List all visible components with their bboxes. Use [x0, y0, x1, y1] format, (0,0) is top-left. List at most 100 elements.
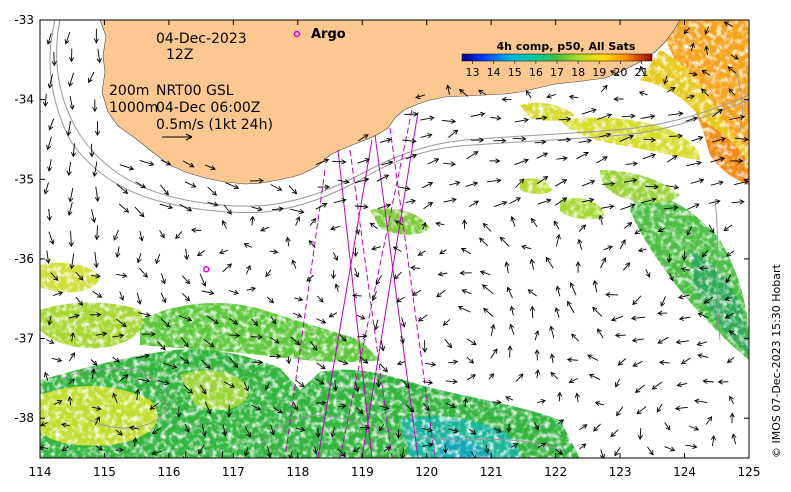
- current-arrow: [448, 129, 458, 138]
- current-arrow: [160, 184, 169, 196]
- current-arrow: [200, 359, 211, 369]
- current-arrow: [652, 381, 663, 390]
- current-arrow: [578, 139, 592, 143]
- current-arrow-head: [155, 258, 160, 265]
- current-arrow-head: [549, 325, 555, 331]
- current-arrow: [666, 155, 678, 163]
- current-arrow: [180, 336, 189, 348]
- current-arrow: [397, 361, 406, 365]
- current-arrow-head: [165, 160, 172, 166]
- current-arrow: [69, 352, 75, 362]
- current-arrow: [260, 226, 270, 232]
- current-arrow-head: [233, 289, 239, 295]
- current-arrow-head: [243, 243, 249, 248]
- current-arrow-head: [400, 322, 406, 328]
- current-arrow-head: [599, 454, 605, 458]
- current-arrow: [690, 43, 694, 52]
- current-arrow-head: [201, 431, 207, 438]
- current-arrow: [531, 306, 534, 319]
- current-arrow: [207, 186, 217, 196]
- current-arrow: [508, 423, 510, 433]
- current-arrow-head: [47, 166, 53, 172]
- current-arrow: [701, 70, 711, 76]
- current-arrow-head: [330, 274, 337, 280]
- current-arrow: [546, 257, 554, 269]
- current-arrow-head: [429, 115, 435, 121]
- current-arrow-head: [555, 285, 561, 291]
- current-arrow: [505, 396, 514, 401]
- current-arrow: [555, 234, 560, 247]
- current-arrow: [159, 229, 165, 238]
- current-arrow: [567, 301, 575, 314]
- current-arrow-head: [554, 307, 560, 313]
- current-arrow: [315, 203, 327, 210]
- current-arrow: [372, 291, 377, 301]
- current-arrow-head: [364, 157, 371, 163]
- current-arrow-head: [183, 254, 190, 261]
- current-arrow: [61, 423, 70, 427]
- current-arrow: [358, 134, 369, 142]
- current-arrow: [622, 262, 630, 271]
- current-arrow: [95, 445, 103, 451]
- current-arrow-head: [189, 162, 195, 168]
- current-arrow-head: [496, 399, 502, 405]
- current-arrow-head: [701, 88, 707, 94]
- current-arrow-head: [666, 257, 672, 264]
- current-arrow: [579, 424, 588, 430]
- current-arrow: [270, 184, 282, 191]
- current-arrow-head: [686, 230, 692, 236]
- current-arrow-head: [150, 331, 156, 337]
- current-arrow: [291, 260, 297, 269]
- current-arrow: [515, 373, 524, 382]
- current-arrow: [376, 174, 389, 182]
- current-arrow-head: [674, 405, 681, 411]
- current-arrow: [597, 328, 604, 339]
- current-arrow: [493, 427, 502, 433]
- current-arrow-head: [413, 111, 419, 117]
- current-arrow: [410, 267, 421, 269]
- current-arrow: [333, 199, 346, 204]
- current-arrow-head: [651, 197, 657, 203]
- current-arrow: [731, 201, 744, 204]
- current-arrow: [681, 268, 690, 271]
- current-arrow-head: [164, 380, 170, 386]
- current-arrow: [531, 218, 538, 228]
- current-arrow-head: [490, 323, 496, 330]
- current-arrow: [394, 271, 402, 280]
- current-arrow: [182, 160, 194, 168]
- current-arrow: [600, 85, 608, 93]
- current-arrow: [357, 314, 366, 320]
- current-arrow: [92, 290, 102, 298]
- current-arrow: [332, 160, 346, 163]
- current-arrow: [91, 143, 93, 157]
- current-arrow: [656, 403, 663, 413]
- current-arrow: [112, 393, 118, 404]
- current-arrow-head: [689, 94, 696, 100]
- hour-label: 12Z: [166, 47, 193, 63]
- current-arrow-head: [328, 312, 334, 318]
- current-arrow: [443, 162, 456, 165]
- current-arrow-head: [719, 156, 726, 162]
- current-arrow-head: [387, 160, 394, 166]
- current-arrow: [579, 443, 586, 450]
- current-arrow: [135, 181, 146, 188]
- current-arrow: [314, 378, 325, 385]
- current-arrow: [48, 231, 54, 245]
- current-arrow-head: [704, 45, 710, 51]
- current-arrow-head: [634, 229, 640, 235]
- current-arrow: [288, 185, 297, 195]
- current-arrow-head: [45, 258, 51, 264]
- colorbar-tick-label: 16: [529, 66, 543, 79]
- current-arrow: [68, 161, 72, 176]
- current-arrow: [68, 202, 73, 216]
- current-arrow-head: [257, 206, 263, 212]
- current-arrow: [96, 225, 99, 240]
- current-arrow-head: [505, 396, 511, 401]
- current-arrow: [159, 203, 173, 209]
- current-arrow-head: [726, 358, 733, 364]
- colorbar-tick-label: 17: [550, 66, 564, 79]
- current-arrow-head: [375, 382, 382, 388]
- current-arrow: [395, 220, 404, 226]
- current-arrow-head: [439, 249, 445, 255]
- current-arrow-head: [112, 392, 118, 398]
